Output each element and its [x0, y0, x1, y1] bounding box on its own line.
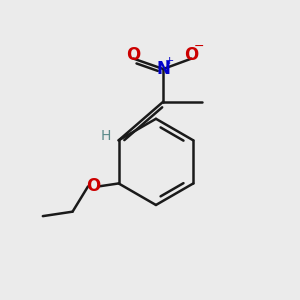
Text: O: O: [86, 177, 100, 195]
Text: N: N: [156, 60, 170, 78]
Text: O: O: [126, 46, 141, 64]
Text: O: O: [184, 46, 199, 64]
Text: −: −: [194, 40, 204, 52]
Text: +: +: [165, 56, 174, 66]
Text: H: H: [101, 129, 111, 143]
